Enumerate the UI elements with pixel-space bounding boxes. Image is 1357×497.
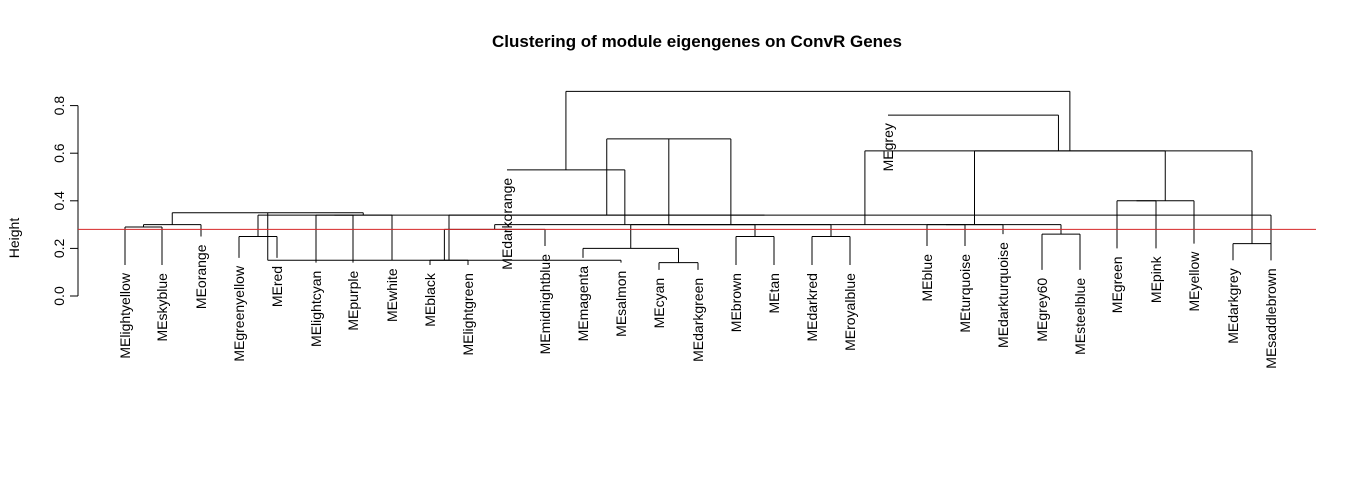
chart-title: Clustering of module eigengenes on ConvR…	[492, 32, 902, 51]
leaf-label: MEgreen	[1109, 256, 1125, 313]
dendrogram-tree	[124, 90, 1272, 270]
leaf-labels: MElightyellow MEskyblue MEorange MEgreenyel…	[117, 123, 1279, 369]
leaf-label: MEsteelblue	[1072, 278, 1088, 355]
leaf-label: MEdarkred	[804, 273, 820, 341]
leaf-label: MEskyblue	[154, 273, 170, 342]
leaf-label: MElightyellow	[117, 272, 133, 358]
leaf-label: MEyellow	[1186, 251, 1202, 312]
y-tick-label: 0.0	[51, 286, 67, 306]
leaf-label: MEsalmon	[613, 271, 629, 337]
leaf-label: MEturquoise	[957, 254, 973, 333]
y-axis: 0.0 0.2 0.4 0.6 0.8	[51, 96, 79, 306]
leaf-label: MElightcyan	[308, 271, 324, 347]
leaf-label: MEpink	[1148, 255, 1164, 303]
leaf-label: MEdarkgrey	[1225, 268, 1241, 343]
leaf-label: MEmidnightblue	[537, 254, 553, 355]
leaf-label: MEpurple	[345, 270, 361, 330]
leaf-label: MEsaddlebrown	[1263, 268, 1279, 368]
leaf-label: MEgrey	[880, 123, 896, 171]
leaf-label: MEroyalblue	[842, 273, 858, 351]
leaf-label: MEmagenta	[575, 266, 591, 342]
leaf-label: MEorange	[193, 244, 209, 309]
leaf-label: MElightgreen	[460, 273, 476, 356]
leaf-label: MEblack	[422, 272, 438, 327]
leaf-label: MEdarkorange	[499, 178, 515, 270]
y-tick-label: 0.6	[51, 143, 67, 163]
leaf-label: MEgrey60	[1034, 278, 1050, 342]
y-tick-label: 0.8	[51, 96, 67, 116]
y-axis-label: Height	[6, 218, 22, 259]
leaf-label: MEdarkturquoise	[995, 242, 1011, 348]
y-tick-label: 0.4	[51, 191, 67, 211]
leaf-label: MEcyan	[651, 278, 667, 329]
leaf-label: MEgreenyellow	[231, 265, 247, 362]
y-tick-label: 0.2	[51, 238, 67, 258]
leaf-label: MEwhite	[384, 268, 400, 322]
leaf-label: MEred	[269, 266, 285, 307]
leaf-label: MEblue	[919, 254, 935, 302]
leaf-label: MEtan	[766, 273, 782, 313]
leaf-label: MEbrown	[728, 273, 744, 332]
leaf-label: MEdarkgreen	[690, 278, 706, 362]
